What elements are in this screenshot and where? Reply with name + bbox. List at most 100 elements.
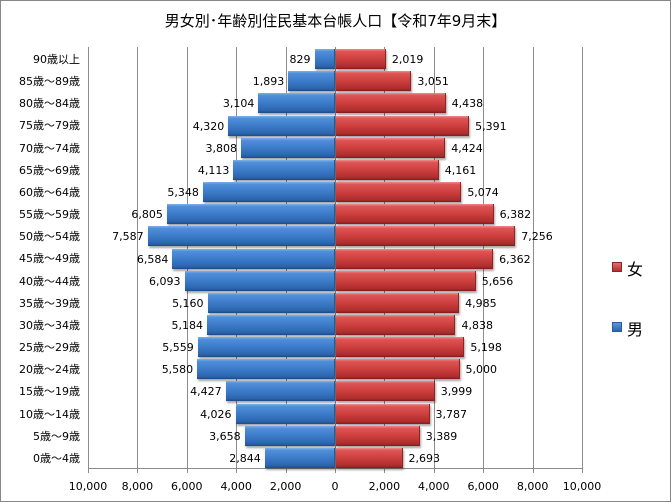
bar-male xyxy=(235,403,335,424)
data-label-male: 3,808 xyxy=(205,141,237,155)
x-tick-label: 2,000 xyxy=(368,480,401,493)
data-label-female: 5,000 xyxy=(465,363,498,377)
data-label-female: 5,391 xyxy=(475,119,507,133)
bar-female xyxy=(336,49,386,70)
x-tick xyxy=(187,468,188,473)
chart-title: 男女別･年齢別住民基本台帳人口【令和7年9月末】 xyxy=(164,12,507,30)
x-axis-line xyxy=(88,468,582,469)
data-label-male: 5,160 xyxy=(172,296,204,310)
bar-male xyxy=(228,115,335,136)
x-tick-label: 4,000 xyxy=(418,480,450,493)
data-label-female: 3,999 xyxy=(440,385,473,399)
category-label: 85歳～89歳 xyxy=(19,75,80,89)
x-tick-label: 6,000 xyxy=(467,480,499,493)
x-tick-label: 8,000 xyxy=(121,480,154,493)
bar-male xyxy=(288,71,335,92)
x-tick xyxy=(434,468,435,473)
bar-female xyxy=(336,93,446,114)
bar-female xyxy=(336,226,516,247)
bar-female xyxy=(336,425,420,446)
data-label-male: 3,104 xyxy=(222,97,255,111)
category-label: 35歳～39歳 xyxy=(19,296,80,310)
data-label-female: 2,019 xyxy=(391,53,424,67)
bar-male xyxy=(233,159,335,180)
bar-male xyxy=(314,49,335,70)
data-label-female: 3,051 xyxy=(417,75,449,89)
bar-female xyxy=(336,270,476,291)
legend-label-male: 男 xyxy=(627,320,644,339)
data-label-female: 6,382 xyxy=(499,208,532,222)
category-label: 25歳～29歳 xyxy=(19,341,80,355)
x-tick xyxy=(236,468,237,473)
data-label-male: 5,559 xyxy=(162,341,194,355)
bar-female xyxy=(336,314,456,335)
category-label: 70歳～74歳 xyxy=(19,141,80,155)
data-label-female: 4,161 xyxy=(444,163,477,177)
bar-male xyxy=(202,182,335,203)
bar-female xyxy=(336,204,494,225)
category-label: 80歳～84歳 xyxy=(19,97,80,111)
bar-female xyxy=(336,71,412,92)
bar-male xyxy=(197,359,335,380)
x-tick-label: 0 xyxy=(331,480,339,493)
data-label-female: 4,838 xyxy=(461,318,493,332)
bar-male xyxy=(184,270,335,291)
category-label: 65歳～69歳 xyxy=(19,163,80,177)
gridline xyxy=(582,47,583,468)
bar-male xyxy=(206,314,335,335)
bar-female xyxy=(336,159,439,180)
bar-male xyxy=(172,248,335,269)
data-label-female: 2,693 xyxy=(408,451,441,465)
category-label: 60歳～64歳 xyxy=(19,185,80,199)
data-label-male: 4,427 xyxy=(190,385,222,399)
x-tick-label: 6,000 xyxy=(171,480,203,493)
data-label-male: 7,587 xyxy=(112,230,144,244)
bar-male xyxy=(197,337,335,358)
data-label-male: 5,348 xyxy=(167,186,199,200)
bar-female xyxy=(336,381,435,402)
bar-male xyxy=(147,226,335,247)
bar-female xyxy=(336,115,470,136)
data-label-female: 3,787 xyxy=(435,407,468,421)
bar-male xyxy=(207,292,335,313)
x-tick xyxy=(483,468,484,473)
bar-male xyxy=(244,425,335,446)
plot-area: 829 2,019 1,893 3,051 3,104 4,438 4,320 5,391 3,… xyxy=(88,47,583,473)
gridline xyxy=(335,47,336,468)
bar-female xyxy=(336,337,465,358)
data-label-male: 3,658 xyxy=(209,429,241,443)
bar-female xyxy=(336,248,494,269)
category-label: 40歳～44歳 xyxy=(19,274,80,288)
data-label-female: 4,438 xyxy=(451,97,484,111)
category-label: 5歳～9歳 xyxy=(33,429,80,443)
data-label-male: 2,844 xyxy=(229,451,261,465)
bar-male xyxy=(240,137,335,158)
x-tick-label: 8,000 xyxy=(516,480,549,493)
x-tick xyxy=(582,468,583,473)
bar-female xyxy=(336,359,460,380)
data-label-male: 4,026 xyxy=(200,407,232,421)
x-tick-label: 10,000 xyxy=(562,480,602,493)
bar-female xyxy=(336,292,460,313)
category-label: 45歳～49歳 xyxy=(19,252,80,266)
category-label: 75歳～79歳 xyxy=(19,119,80,133)
data-label-male: 829 xyxy=(289,53,311,67)
x-tick xyxy=(384,468,385,473)
category-label: 55歳～59歳 xyxy=(19,208,80,222)
bar-male xyxy=(166,204,335,225)
data-label-male: 5,184 xyxy=(171,318,203,332)
data-label-female: 5,656 xyxy=(481,274,514,288)
data-label-female: 5,074 xyxy=(467,186,499,200)
x-tick-label: 10,000 xyxy=(68,480,108,493)
x-tick xyxy=(286,468,287,473)
x-tick xyxy=(335,468,336,473)
data-label-male: 6,805 xyxy=(131,208,163,222)
bar-female xyxy=(336,403,430,424)
category-label: 90歳以上 xyxy=(33,53,80,66)
data-label-male: 6,093 xyxy=(149,274,181,288)
x-tick xyxy=(533,468,534,473)
data-label-male: 5,580 xyxy=(161,363,194,377)
data-label-female: 3,389 xyxy=(425,429,458,443)
gridline xyxy=(88,47,89,468)
data-label-male: 4,320 xyxy=(192,119,225,133)
